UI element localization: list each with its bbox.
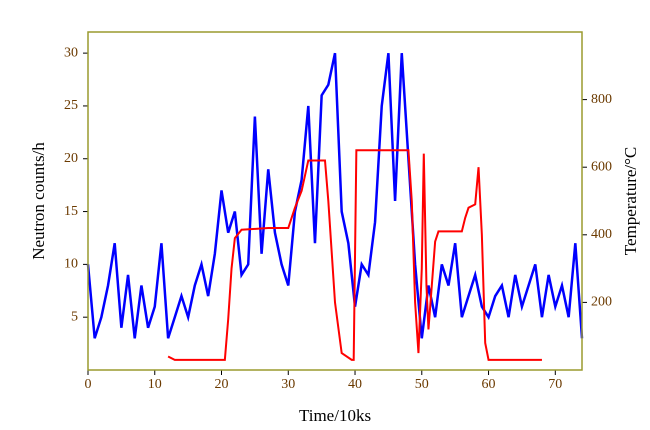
x-tick-label: 70 — [548, 377, 562, 392]
x-tick-label: 0 — [85, 377, 92, 392]
x-tick-label: 60 — [482, 377, 496, 392]
y-tick-label: 5 — [71, 309, 78, 324]
series-line — [167, 149, 542, 361]
y2-tick-label: 800 — [591, 92, 612, 107]
y2-tick-label: 200 — [591, 295, 612, 310]
y2-axis-title: Temperature/°C — [621, 147, 640, 256]
y-tick-label: 20 — [64, 151, 78, 166]
x-axis-title: Time/10ks — [299, 406, 371, 425]
plot-frame — [87, 31, 583, 371]
y-tick-label: 30 — [64, 45, 78, 60]
x-tick-label: 50 — [415, 377, 429, 392]
y2-tick-label: 600 — [591, 159, 612, 174]
y-tick-label: 25 — [64, 98, 78, 113]
y-tick-label: 15 — [64, 204, 78, 219]
x-tick-label: 10 — [148, 377, 162, 392]
y-axis-title: Neutron counts/h — [29, 142, 48, 260]
x-tick-label: 40 — [348, 377, 362, 392]
series-line — [86, 52, 584, 339]
x-tick-label: 30 — [281, 377, 295, 392]
y2-tick-label: 400 — [591, 227, 612, 242]
x-tick-label: 20 — [215, 377, 229, 392]
y-tick-label: 10 — [64, 257, 78, 272]
